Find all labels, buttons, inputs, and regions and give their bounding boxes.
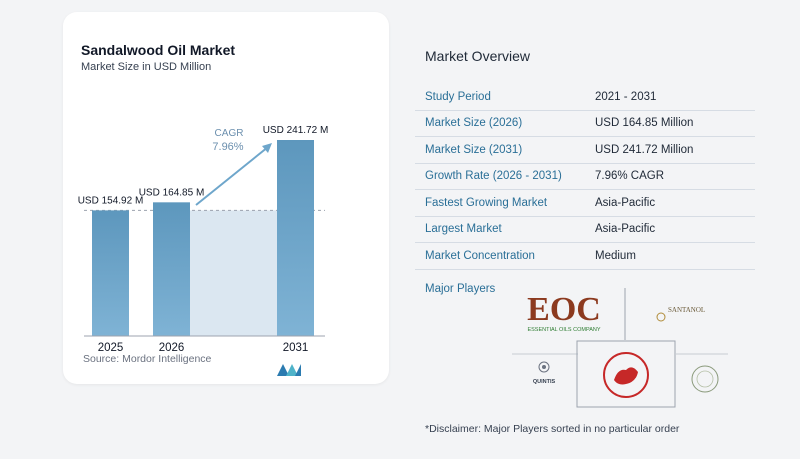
- bar-value-label: USD 241.72 M: [263, 125, 329, 136]
- overview-row: Study Period 2021 - 2031: [415, 84, 755, 111]
- house-seal-icon: [603, 352, 649, 398]
- bar-value-label: USD 154.92 M: [78, 195, 144, 206]
- overview-value: USD 241.72 Million: [585, 136, 755, 164]
- category-label: 2031: [283, 342, 309, 354]
- quintis-logo-icon: [538, 361, 550, 373]
- overview-row: Fastest Growing Market Asia-Pacific: [415, 189, 755, 217]
- growth-band: [190, 210, 277, 336]
- cagr-value: 7.96%: [212, 141, 243, 153]
- eoc-logo: EOC: [527, 291, 601, 328]
- overview-key: Largest Market: [415, 216, 585, 243]
- overview-key: Market Size (2031): [415, 136, 585, 164]
- cagr-arrowhead: [262, 143, 272, 153]
- overview-value: Medium: [585, 242, 755, 270]
- chart-subtitle: Market Size in USD Million: [81, 61, 212, 73]
- overview-row: Market Size (2031) USD 241.72 Million: [415, 136, 755, 164]
- chart-title: Sandalwood Oil Market: [81, 42, 236, 58]
- category-label: 2025: [98, 342, 124, 354]
- bar-chart: USD 154.92 M 2025 USD 164.85 M 2026 USD 241.…: [78, 125, 329, 354]
- overview-value: 2021 - 2031: [585, 84, 755, 111]
- overview-row: Market Size (2026) USD 164.85 Million: [415, 110, 755, 137]
- santanol-leaf-icon: [656, 312, 666, 322]
- circular-badge-icon: [691, 365, 719, 393]
- overview-key: Market Concentration: [415, 242, 585, 270]
- category-label: 2026: [159, 342, 185, 354]
- bar-2025: [92, 210, 129, 336]
- eoc-logo-subtitle: ESSENTIAL OILS COMPANY: [527, 327, 600, 333]
- overview-key: Fastest Growing Market: [415, 189, 585, 217]
- overview-row: Market Concentration Medium: [415, 242, 755, 270]
- overview-key: Market Size (2026): [415, 110, 585, 137]
- quintis-logo: QUINTIS: [533, 379, 556, 385]
- overview-table: Study Period 2021 - 2031 Market Size (2026…: [415, 84, 755, 270]
- overview-value: Asia-Pacific: [585, 189, 755, 217]
- overview-key: Growth Rate (2026 - 2031): [415, 163, 585, 190]
- overview-row: Growth Rate (2026 - 2031) 7.96% CAGR: [415, 163, 755, 190]
- overview-title: Market Overview: [425, 48, 531, 64]
- overview-key: Study Period: [415, 84, 585, 111]
- major-players-label: Major Players: [425, 283, 496, 295]
- overview-value: USD 164.85 Million: [585, 110, 755, 137]
- mordor-logo-icon: [277, 364, 301, 376]
- overview-row: Largest Market Asia-Pacific: [415, 216, 755, 243]
- bar-2031: [277, 140, 314, 336]
- cagr-label: CAGR: [215, 128, 244, 139]
- overview-value: 7.96% CAGR: [585, 163, 755, 190]
- bar-value-label: USD 164.85 M: [139, 187, 205, 198]
- disclaimer: *Disclaimer: Major Players sorted in no …: [425, 423, 680, 435]
- bar-2026: [153, 202, 190, 336]
- santanol-logo: SANTANOL: [668, 306, 705, 314]
- source-note: Source: Mordor Intelligence: [83, 353, 212, 365]
- overview-value: Asia-Pacific: [585, 216, 755, 243]
- cagr-arrow: [195, 146, 269, 206]
